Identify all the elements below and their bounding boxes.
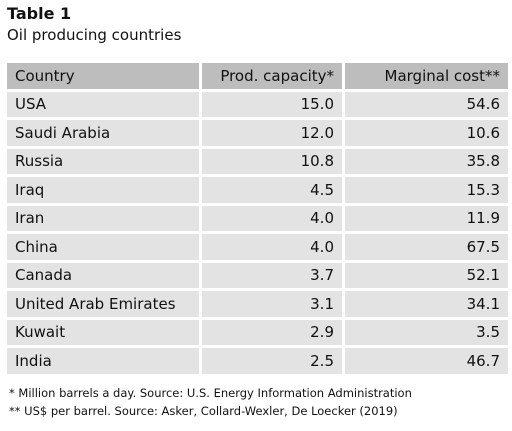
table-row: India 2.5 46.7 <box>7 348 508 374</box>
table-row: China 4.0 67.5 <box>7 234 508 260</box>
cell-country: India <box>7 348 202 374</box>
cell-country: USA <box>7 91 202 117</box>
cell-country: United Arab Emirates <box>7 291 202 317</box>
table-row: United Arab Emirates 3.1 34.1 <box>7 291 508 317</box>
cell-cost: 3.5 <box>345 319 508 345</box>
cell-country: Russia <box>7 148 202 174</box>
table-row: USA 15.0 54.6 <box>7 91 508 117</box>
table-row: Russia 10.8 35.8 <box>7 148 508 174</box>
column-header-capacity: Prod. capacity* <box>202 63 345 89</box>
cell-country: Canada <box>7 262 202 288</box>
table-row: Iraq 4.5 15.3 <box>7 177 508 203</box>
footnote-cost: ** US$ per barrel. Source: Asker, Collar… <box>9 403 398 418</box>
cell-country: Saudi Arabia <box>7 120 202 146</box>
table-label: Table 1 <box>7 4 72 23</box>
cell-capacity: 4.0 <box>202 234 345 260</box>
table-caption: Oil producing countries <box>7 26 182 44</box>
cell-cost: 67.5 <box>345 234 508 260</box>
cell-cost: 15.3 <box>345 177 508 203</box>
table-row: Saudi Arabia 12.0 10.6 <box>7 120 508 146</box>
cell-capacity: 4.5 <box>202 177 345 203</box>
column-header-cost: Marginal cost** <box>345 63 508 89</box>
oil-producers-table: Country Prod. capacity* Marginal cost** … <box>7 60 508 377</box>
cell-cost: 35.8 <box>345 148 508 174</box>
cell-capacity: 10.8 <box>202 148 345 174</box>
column-header-country: Country <box>7 63 202 89</box>
cell-capacity: 2.9 <box>202 319 345 345</box>
cell-cost: 54.6 <box>345 91 508 117</box>
table-row: Iran 4.0 11.9 <box>7 205 508 231</box>
cell-capacity: 2.5 <box>202 348 345 374</box>
cell-cost: 52.1 <box>345 262 508 288</box>
cell-country: Iraq <box>7 177 202 203</box>
cell-cost: 11.9 <box>345 205 508 231</box>
cell-cost: 10.6 <box>345 120 508 146</box>
table-footnotes: * Million barrels a day. Source: U.S. En… <box>7 384 505 420</box>
cell-country: Iran <box>7 205 202 231</box>
table-row: Canada 3.7 52.1 <box>7 262 508 288</box>
cell-cost: 34.1 <box>345 291 508 317</box>
cell-capacity: 3.7 <box>202 262 345 288</box>
cell-capacity: 15.0 <box>202 91 345 117</box>
cell-capacity: 12.0 <box>202 120 345 146</box>
footnote-capacity: * Million barrels a day. Source: U.S. En… <box>9 385 412 400</box>
table-header-row: Country Prod. capacity* Marginal cost** <box>7 63 508 89</box>
cell-cost: 46.7 <box>345 348 508 374</box>
table-row: Kuwait 2.9 3.5 <box>7 319 508 345</box>
table-figure: Table 1 Oil producing countries Country … <box>7 4 508 420</box>
cell-capacity: 3.1 <box>202 291 345 317</box>
cell-country: China <box>7 234 202 260</box>
cell-capacity: 4.0 <box>202 205 345 231</box>
cell-country: Kuwait <box>7 319 202 345</box>
